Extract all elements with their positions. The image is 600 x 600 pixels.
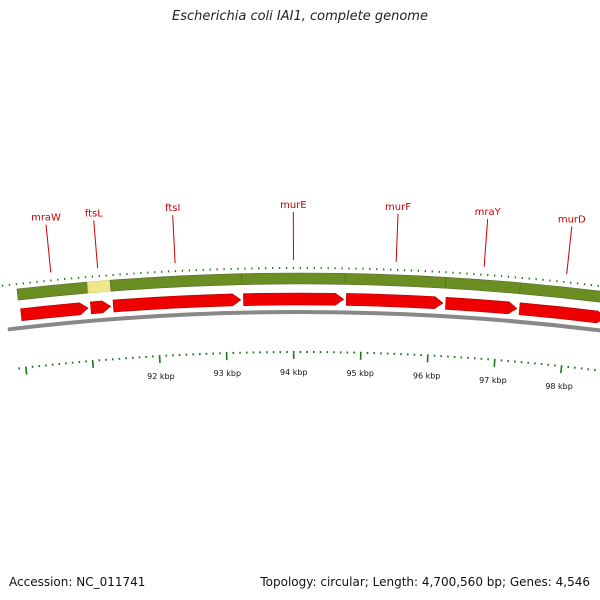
accession-text: Accession: NC_011741 [9, 575, 146, 589]
kbp-label: 96 kbp [413, 371, 441, 380]
genome-backbone [7, 310, 600, 333]
gene-label-mraY: mraY [475, 207, 502, 218]
cds-arrow-murE [243, 292, 345, 306]
scale-tick [91, 359, 95, 368]
cds-arrow-ftsL [90, 300, 112, 315]
gene-band [16, 272, 600, 303]
gene-label-murD: murD [558, 214, 586, 225]
scale-ticks [18, 350, 596, 375]
gene-leader-murF [395, 213, 399, 262]
gene-leader-ftsI [172, 215, 176, 264]
gene-label-ftsL: ftsL [85, 208, 103, 219]
scale-tick [560, 365, 563, 374]
cds-arrow-ftsI [112, 293, 242, 313]
gene-leader-ftsL [93, 220, 99, 269]
kbp-label: 92 kbp [147, 372, 175, 381]
scale-tick [24, 366, 28, 375]
cds-arrow-murF [345, 293, 444, 309]
gene-label-murE: murE [280, 200, 307, 211]
gene-labels: mraWftsLftsImurEmurFmraYmurDftsWmurG [31, 200, 586, 275]
cds-arrow-murD [518, 302, 600, 324]
cds-arrows [20, 292, 600, 324]
scale-tick [493, 358, 496, 367]
gene-label-ftsI: ftsI [165, 203, 180, 214]
kbp-label: 97 kbp [479, 376, 507, 385]
kbp-label: 93 kbp [214, 369, 242, 378]
kbp-label: 95 kbp [346, 369, 374, 378]
gene-band-segment-murE [241, 272, 346, 285]
gene-band-segment-ftsI [109, 273, 243, 292]
gene-band-segment-ftsL [86, 279, 112, 294]
kbp-label: 94 kbp [280, 368, 308, 377]
feature-ticks [1, 266, 600, 287]
gene-leader-mraY [483, 218, 489, 267]
gene-band-segment-murF [344, 273, 447, 289]
gene-band-segment-murD [519, 282, 600, 303]
gene-label-murF: murF [385, 202, 411, 213]
gene-label-mraW: mraW [31, 213, 61, 224]
genome-stats: Topology: circular; Length: 4,700,560 bp… [260, 575, 590, 589]
cds-arrow-mraY [445, 296, 518, 315]
scale-labels: 92 kbp 93 kbp 94 kbp 95 kbp 96 kbp 97 kbp 98 k… [147, 368, 573, 391]
gene-leader-murD [566, 226, 573, 275]
kbp-label: 98 kbp [545, 382, 573, 391]
gene-leader-mraW [45, 224, 52, 273]
gene-band-segment-mraW [16, 281, 89, 301]
gene-band-segment-mraY [444, 276, 521, 295]
genome-title: Escherichia coli IAI1, complete genome [172, 9, 428, 24]
cds-arrow-mraW [20, 302, 89, 322]
